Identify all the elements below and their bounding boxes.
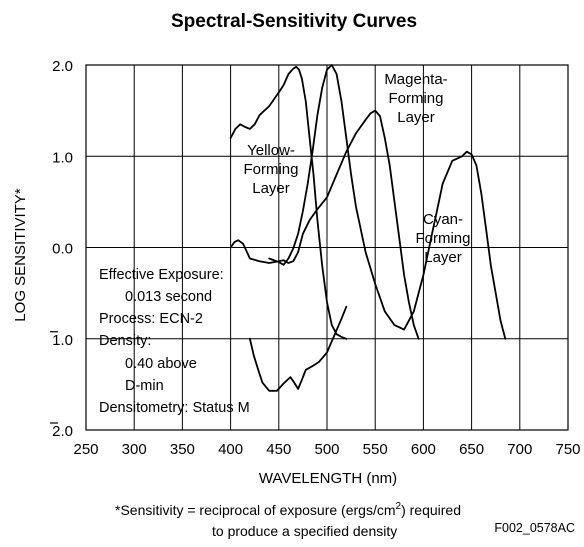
y-axis-label: LOG SENSITIVITY* [12, 188, 29, 322]
y-tick-label: 2.0 [52, 423, 73, 440]
x-tick-label: 500 [314, 441, 339, 458]
y-tick-label: 1.0 [52, 332, 73, 349]
footnote-line-1: *Sensitivity = reciprocal of exposure (e… [115, 501, 461, 518]
magenta-layer-label: Layer [397, 109, 435, 126]
cyan-layer-label: Forming [415, 230, 470, 247]
condition-density-label: Density: [99, 333, 151, 349]
x-tick-label: 750 [555, 441, 580, 458]
condition-exposure-value: 0.013 second [125, 289, 212, 305]
y-tick-labels: 2.0 1.0 0.0 1.0 2.0 [50, 58, 73, 440]
condition-density-ref: D-min [125, 378, 164, 394]
x-tick-label: 350 [170, 441, 195, 458]
footnote-line-2: to produce a specified density [212, 523, 397, 539]
y-tick-label: 1.0 [52, 149, 73, 166]
cyan-layer-label: Cyan- [423, 211, 463, 228]
condition-exposure-label: Effective Exposure: [99, 267, 224, 283]
x-tick-label: 700 [507, 441, 532, 458]
figure-code: F002_0578AC [494, 521, 575, 535]
x-tick-label: 450 [266, 441, 291, 458]
yellow-layer-label: Forming [243, 161, 298, 178]
x-tick-label: 650 [459, 441, 484, 458]
x-tick-label: 400 [218, 441, 243, 458]
layer-labels: Yellow- Forming Layer Magenta- Forming Layer C… [243, 71, 470, 266]
yellow-forming-curve-lower [250, 307, 346, 391]
magenta-layer-label: Magenta- [384, 71, 447, 88]
condition-process: Process: ECN-2 [99, 311, 203, 327]
x-tick-label: 300 [122, 441, 147, 458]
x-tick-label: 600 [411, 441, 436, 458]
magenta-layer-label: Forming [388, 90, 443, 107]
chart-title: Spectral-Sensitivity Curves [171, 11, 417, 32]
condition-density-value: 0.40 above [125, 356, 197, 372]
plot-grid [86, 65, 568, 430]
y-tick-label: 2.0 [52, 58, 73, 75]
yellow-layer-label: Yellow- [247, 142, 295, 159]
yellow-layer-label: Layer [252, 180, 290, 197]
yellow-forming-curve [231, 67, 347, 339]
sensitivity-curves [231, 65, 506, 391]
condition-densitometry: Densitometry: Status M [99, 400, 250, 416]
cyan-layer-label: Layer [424, 249, 462, 266]
x-tick-labels: 250 300 350 400 450 500 550 600 650 700 750 [73, 441, 580, 458]
exposure-conditions: Effective Exposure: 0.013 second Process… [99, 267, 250, 416]
cyan-forming-curve [269, 65, 505, 339]
x-tick-label: 250 [73, 441, 98, 458]
x-axis-label: WAVELENGTH (nm) [259, 470, 397, 487]
x-tick-label: 550 [363, 441, 388, 458]
y-tick-label: 0.0 [52, 241, 73, 258]
